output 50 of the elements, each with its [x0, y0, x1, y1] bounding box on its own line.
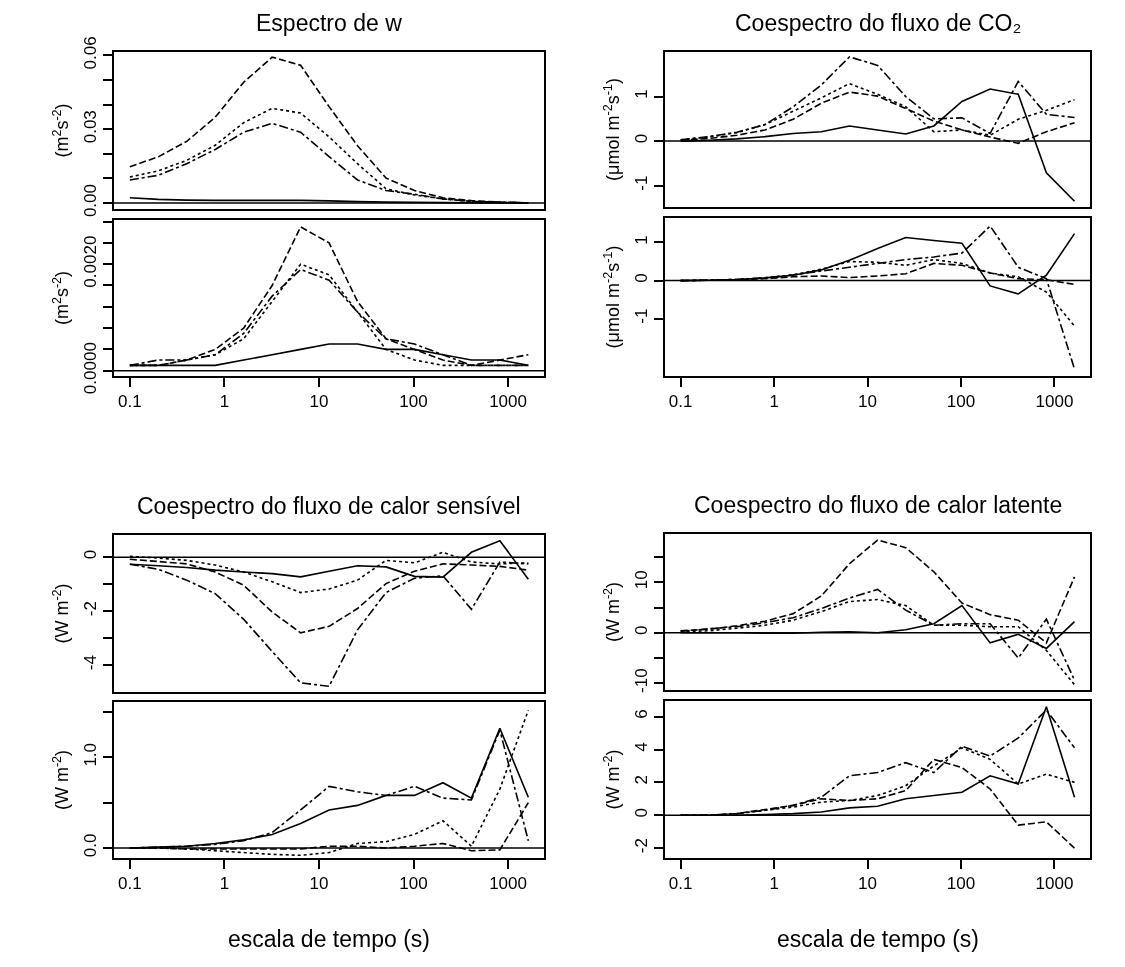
y-tick-label: 0 — [81, 549, 101, 560]
y-tick-label: 0.0 — [81, 833, 101, 858]
x-tick-label: 1 — [769, 392, 779, 412]
chart-title: Coespectro do fluxo de CO₂ — [735, 10, 1022, 36]
y-tick-label: -4 — [81, 655, 101, 671]
y-tick-label: 0.00 — [81, 183, 101, 218]
y-tick-label: 6 — [632, 709, 652, 719]
x-tick-label: 1000 — [489, 392, 527, 412]
y-tick-label: -1 — [632, 175, 652, 191]
x-tick-label: 100 — [946, 874, 976, 894]
x-tick-label: 1 — [219, 874, 230, 894]
x-tick-label: 0.1 — [118, 874, 142, 894]
x-tick-label: 1 — [769, 874, 779, 894]
chart-title: Coespectro do fluxo de calor latente — [694, 492, 1063, 518]
x-tick-label: 10 — [309, 874, 329, 894]
y-tick-label: 1.0 — [81, 742, 101, 767]
x-tick-label: 100 — [399, 392, 428, 412]
y-tick-label: 0.0000 — [81, 342, 101, 395]
x-tick-label: 1000 — [1035, 392, 1074, 412]
y-tick-label: 1 — [632, 89, 652, 99]
y-tick-label: 2 — [632, 775, 652, 785]
y-tick-label: 0 — [632, 273, 652, 283]
y-tick-label: 10 — [632, 570, 652, 590]
y-tick-label: 0 — [632, 133, 652, 144]
y-tick-label: 0.0020 — [81, 235, 101, 288]
chart-title: Espectro de w — [256, 10, 403, 36]
y-tick-label: 0.06 — [81, 36, 101, 70]
y-tick-label: 0.03 — [81, 110, 101, 144]
y-tick-label: -10 — [632, 668, 652, 693]
y-tick-label: -1 — [632, 308, 652, 324]
x-tick-label: 10 — [309, 392, 329, 412]
x-tick-label: 1000 — [1035, 874, 1074, 894]
x-tick-label: 0.1 — [118, 392, 142, 412]
x-tick-label: 10 — [858, 874, 878, 894]
y-tick-label: 1 — [632, 235, 652, 245]
y-tick-label: 0 — [632, 807, 652, 818]
chart-title: Coespectro do fluxo de calor sensível — [137, 493, 521, 519]
x-tick-label: 0.1 — [668, 392, 693, 412]
x-axis-title: escala de tempo (s) — [228, 926, 430, 952]
x-tick-label: 10 — [858, 392, 878, 412]
x-tick-label: 1 — [219, 392, 230, 412]
y-tick-label: 0 — [632, 625, 652, 635]
x-tick-label: 0.1 — [668, 874, 693, 894]
x-tick-label: 1000 — [489, 874, 527, 894]
y-tick-label: 4 — [632, 742, 652, 752]
y-tick-label: -2 — [632, 838, 652, 854]
y-tick-label: -2 — [81, 601, 101, 617]
x-axis-title: escala de tempo (s) — [777, 926, 979, 952]
x-tick-label: 100 — [399, 874, 428, 894]
x-tick-label: 100 — [946, 392, 976, 412]
